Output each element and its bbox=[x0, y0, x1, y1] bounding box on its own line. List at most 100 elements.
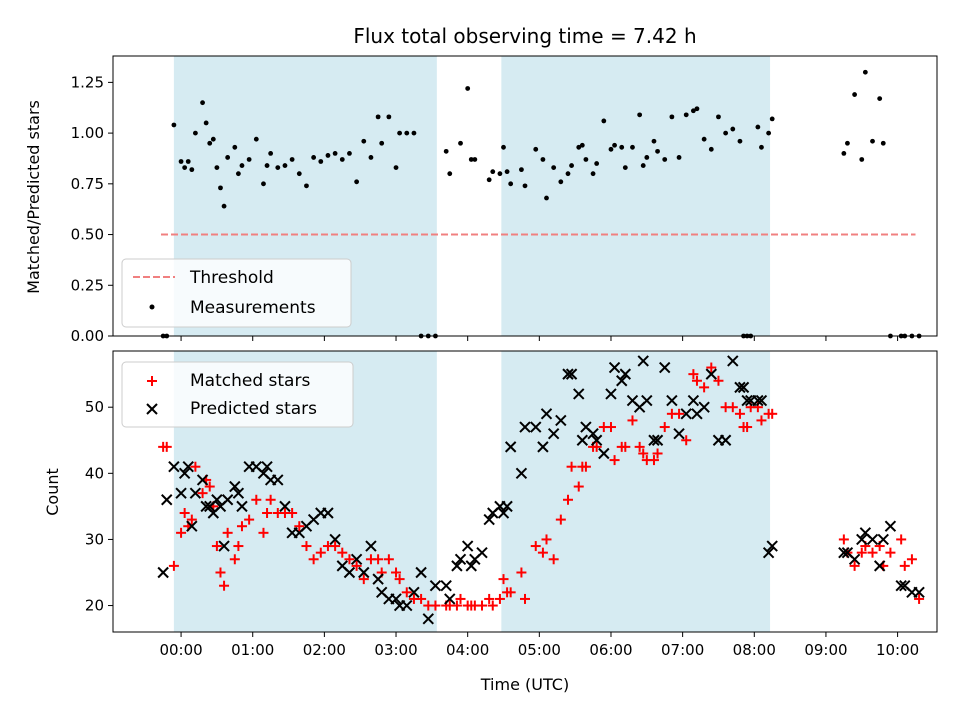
measurement-point bbox=[275, 165, 281, 170]
measurement-point bbox=[182, 165, 188, 170]
measurement-point bbox=[565, 171, 571, 177]
matched-star-point bbox=[190, 461, 201, 472]
measurement-point bbox=[339, 157, 345, 162]
matched-star-point bbox=[627, 415, 638, 426]
matched-star-point bbox=[591, 441, 602, 452]
legend-matched-label: Matched stars bbox=[190, 371, 310, 391]
measurement-point bbox=[443, 148, 449, 154]
y-tick-label: 30 bbox=[85, 530, 104, 548]
legend-predicted-label: Predicted stars bbox=[190, 399, 317, 419]
measurements-points bbox=[160, 69, 922, 339]
matched-star-point bbox=[315, 547, 326, 558]
matched-star-point bbox=[197, 488, 208, 499]
matched-star-point bbox=[294, 521, 305, 532]
predicted-star-point bbox=[573, 388, 585, 400]
matched-star-point bbox=[896, 534, 907, 545]
matched-star-point bbox=[168, 560, 179, 571]
x-tick-label: 06:00 bbox=[589, 641, 632, 659]
matched-star-point bbox=[573, 481, 584, 492]
matched-star-point bbox=[537, 547, 548, 558]
matched-star-point bbox=[867, 547, 878, 558]
measurement-point bbox=[755, 124, 761, 130]
top-legend-box bbox=[121, 258, 352, 328]
measurement-point bbox=[304, 183, 309, 189]
matched-star-point bbox=[699, 382, 710, 393]
predicted-star-point bbox=[440, 580, 452, 592]
matched-star-point bbox=[856, 547, 867, 558]
predicted-star-point bbox=[175, 487, 187, 499]
bottom-y-ticks: 20 30 40 50 bbox=[85, 398, 113, 615]
matched-star-point bbox=[358, 574, 369, 585]
matched-star-point bbox=[179, 507, 190, 518]
measurement-point bbox=[490, 169, 496, 175]
bottom-axes-frame bbox=[112, 350, 938, 633]
predicted-star-point bbox=[415, 566, 427, 579]
matched-star-point bbox=[383, 554, 394, 565]
measurement-point bbox=[852, 92, 857, 97]
predicted-star-point bbox=[877, 533, 889, 546]
matched-star-point bbox=[652, 448, 663, 459]
y-tick-label: 0.25 bbox=[71, 276, 104, 294]
measurement-point bbox=[361, 138, 367, 144]
measurement-point bbox=[375, 114, 381, 120]
predicted-star-point bbox=[848, 553, 861, 565]
matched-star-point bbox=[233, 541, 244, 552]
shaded-interval-1 bbox=[501, 56, 771, 336]
y-tick-label: 1.25 bbox=[71, 73, 104, 91]
x-tick-label: 03:00 bbox=[374, 641, 417, 659]
matched-star-point bbox=[688, 369, 699, 380]
matched-star-point bbox=[713, 375, 724, 386]
measurement-point bbox=[576, 144, 582, 150]
measurement-point bbox=[769, 116, 775, 122]
measurement-point bbox=[501, 144, 506, 150]
predicted-star-point bbox=[562, 368, 574, 380]
matched-star-point bbox=[548, 554, 559, 565]
x-tick-label: 01:00 bbox=[231, 641, 274, 659]
matched-star-point bbox=[229, 554, 240, 565]
matched-star-point bbox=[691, 375, 702, 386]
predicted-star-point bbox=[465, 560, 477, 572]
measurement-point bbox=[225, 155, 231, 160]
matched-star-point bbox=[914, 593, 925, 604]
matched-star-point bbox=[394, 574, 405, 585]
predicted-star-point bbox=[322, 507, 334, 519]
predicted-star-point bbox=[766, 540, 778, 552]
measurement-point bbox=[239, 163, 245, 168]
predicted-star-point bbox=[755, 394, 768, 407]
measurements-legend-swatch bbox=[149, 304, 155, 310]
predicted-star-point bbox=[737, 381, 750, 394]
measurement-point bbox=[841, 150, 847, 156]
bottom-y-axis-label: Count bbox=[43, 468, 62, 516]
matched-star-point bbox=[262, 507, 273, 518]
predicted-star-point bbox=[454, 553, 467, 565]
measurement-point bbox=[318, 159, 324, 164]
predicted-star-point bbox=[648, 434, 660, 446]
matched-star-point bbox=[634, 441, 645, 452]
measurement-point bbox=[207, 140, 213, 146]
measurement-point bbox=[579, 142, 585, 148]
measurement-point bbox=[619, 144, 625, 150]
count-points bbox=[157, 355, 925, 625]
measurement-point bbox=[386, 114, 392, 120]
measurement-point bbox=[583, 157, 589, 162]
predicted-star-point bbox=[651, 434, 664, 446]
measurement-point bbox=[458, 140, 463, 146]
measurement-point bbox=[221, 203, 227, 209]
measurement-point bbox=[651, 138, 657, 144]
predicted-star-point bbox=[218, 540, 230, 552]
matched-star-point bbox=[505, 587, 516, 598]
predicted-star-point bbox=[221, 494, 234, 506]
matched-star-point bbox=[638, 448, 649, 459]
predicted-star-point bbox=[272, 474, 284, 486]
matched-star-point bbox=[215, 567, 226, 578]
measurement-point bbox=[404, 130, 410, 136]
measurement-point bbox=[845, 140, 850, 146]
matched-star-point bbox=[681, 435, 692, 446]
matched-star-point bbox=[530, 541, 541, 552]
matched-star-point bbox=[742, 422, 753, 433]
x-tick-label: 07:00 bbox=[661, 641, 704, 659]
matched-star-point bbox=[186, 514, 197, 525]
measurement-point bbox=[332, 150, 338, 156]
matched-star-point bbox=[706, 362, 717, 373]
top-panel: 0.00 0.25 0.50 0.75 1.00 1.25 Matched/Predict… bbox=[24, 55, 938, 345]
